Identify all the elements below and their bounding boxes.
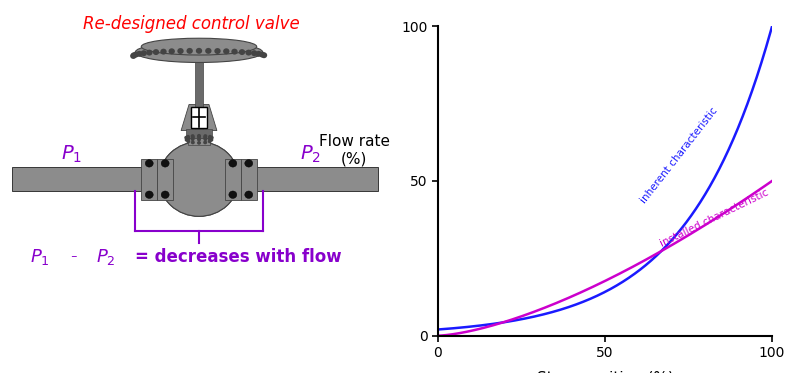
Text: $P_1$: $P_1$ [61, 144, 82, 166]
Circle shape [208, 137, 212, 140]
Polygon shape [181, 104, 217, 131]
Circle shape [261, 52, 267, 58]
Circle shape [223, 48, 229, 54]
Circle shape [186, 137, 190, 140]
Circle shape [204, 137, 208, 141]
Circle shape [186, 48, 193, 54]
Circle shape [229, 191, 237, 198]
Circle shape [136, 51, 142, 57]
Circle shape [197, 138, 201, 141]
Circle shape [191, 137, 195, 141]
Circle shape [141, 50, 147, 56]
Circle shape [245, 160, 253, 167]
Circle shape [186, 140, 190, 143]
Circle shape [191, 135, 195, 139]
Circle shape [232, 48, 238, 54]
Text: = decreases with flow: = decreases with flow [135, 248, 342, 266]
Circle shape [209, 138, 213, 142]
Ellipse shape [162, 163, 237, 202]
Text: $P_1$: $P_1$ [30, 247, 49, 267]
Circle shape [203, 141, 207, 144]
Circle shape [204, 134, 208, 138]
FancyBboxPatch shape [192, 107, 207, 128]
X-axis label: Stem position (%): Stem position (%) [537, 371, 673, 373]
Circle shape [160, 48, 166, 54]
Circle shape [208, 140, 212, 143]
Text: Re-designed control valve: Re-designed control valve [83, 15, 299, 33]
Circle shape [208, 135, 212, 138]
Ellipse shape [142, 38, 257, 55]
Circle shape [186, 135, 190, 138]
Circle shape [191, 141, 195, 144]
Circle shape [205, 48, 212, 54]
Circle shape [245, 191, 253, 198]
Circle shape [131, 52, 137, 58]
Circle shape [185, 136, 189, 140]
FancyBboxPatch shape [241, 159, 257, 200]
Circle shape [133, 51, 139, 57]
Circle shape [197, 141, 201, 145]
Circle shape [131, 53, 137, 59]
Text: -: - [70, 248, 77, 266]
FancyBboxPatch shape [225, 159, 241, 200]
Circle shape [214, 48, 220, 54]
Circle shape [229, 160, 237, 167]
Circle shape [185, 138, 189, 142]
Text: $P_2$: $P_2$ [96, 247, 115, 267]
Circle shape [162, 191, 170, 198]
Circle shape [245, 50, 252, 56]
Circle shape [210, 136, 214, 140]
Circle shape [197, 135, 201, 139]
Circle shape [208, 137, 212, 141]
FancyBboxPatch shape [195, 62, 204, 131]
FancyBboxPatch shape [158, 159, 174, 200]
Circle shape [203, 135, 207, 139]
Circle shape [251, 50, 257, 56]
Circle shape [196, 48, 202, 54]
Circle shape [146, 191, 154, 198]
Circle shape [191, 134, 195, 138]
Circle shape [239, 49, 245, 55]
Circle shape [153, 49, 159, 55]
Circle shape [159, 142, 239, 216]
Circle shape [169, 48, 175, 54]
Circle shape [186, 137, 190, 141]
Ellipse shape [135, 42, 263, 62]
FancyBboxPatch shape [12, 167, 378, 191]
Circle shape [256, 51, 262, 57]
Text: $P_2$: $P_2$ [300, 144, 321, 166]
Circle shape [159, 142, 239, 216]
Circle shape [259, 51, 265, 57]
Circle shape [178, 48, 184, 54]
Y-axis label: Flow rate
(%): Flow rate (%) [318, 134, 390, 166]
FancyBboxPatch shape [188, 138, 210, 145]
Text: inherent characteristic: inherent characteristic [638, 106, 720, 206]
Circle shape [146, 160, 154, 167]
Circle shape [146, 50, 153, 56]
Text: installed characteristic: installed characteristic [658, 188, 770, 249]
Circle shape [162, 160, 170, 167]
FancyBboxPatch shape [186, 129, 212, 138]
FancyBboxPatch shape [142, 159, 158, 200]
Circle shape [197, 134, 201, 138]
